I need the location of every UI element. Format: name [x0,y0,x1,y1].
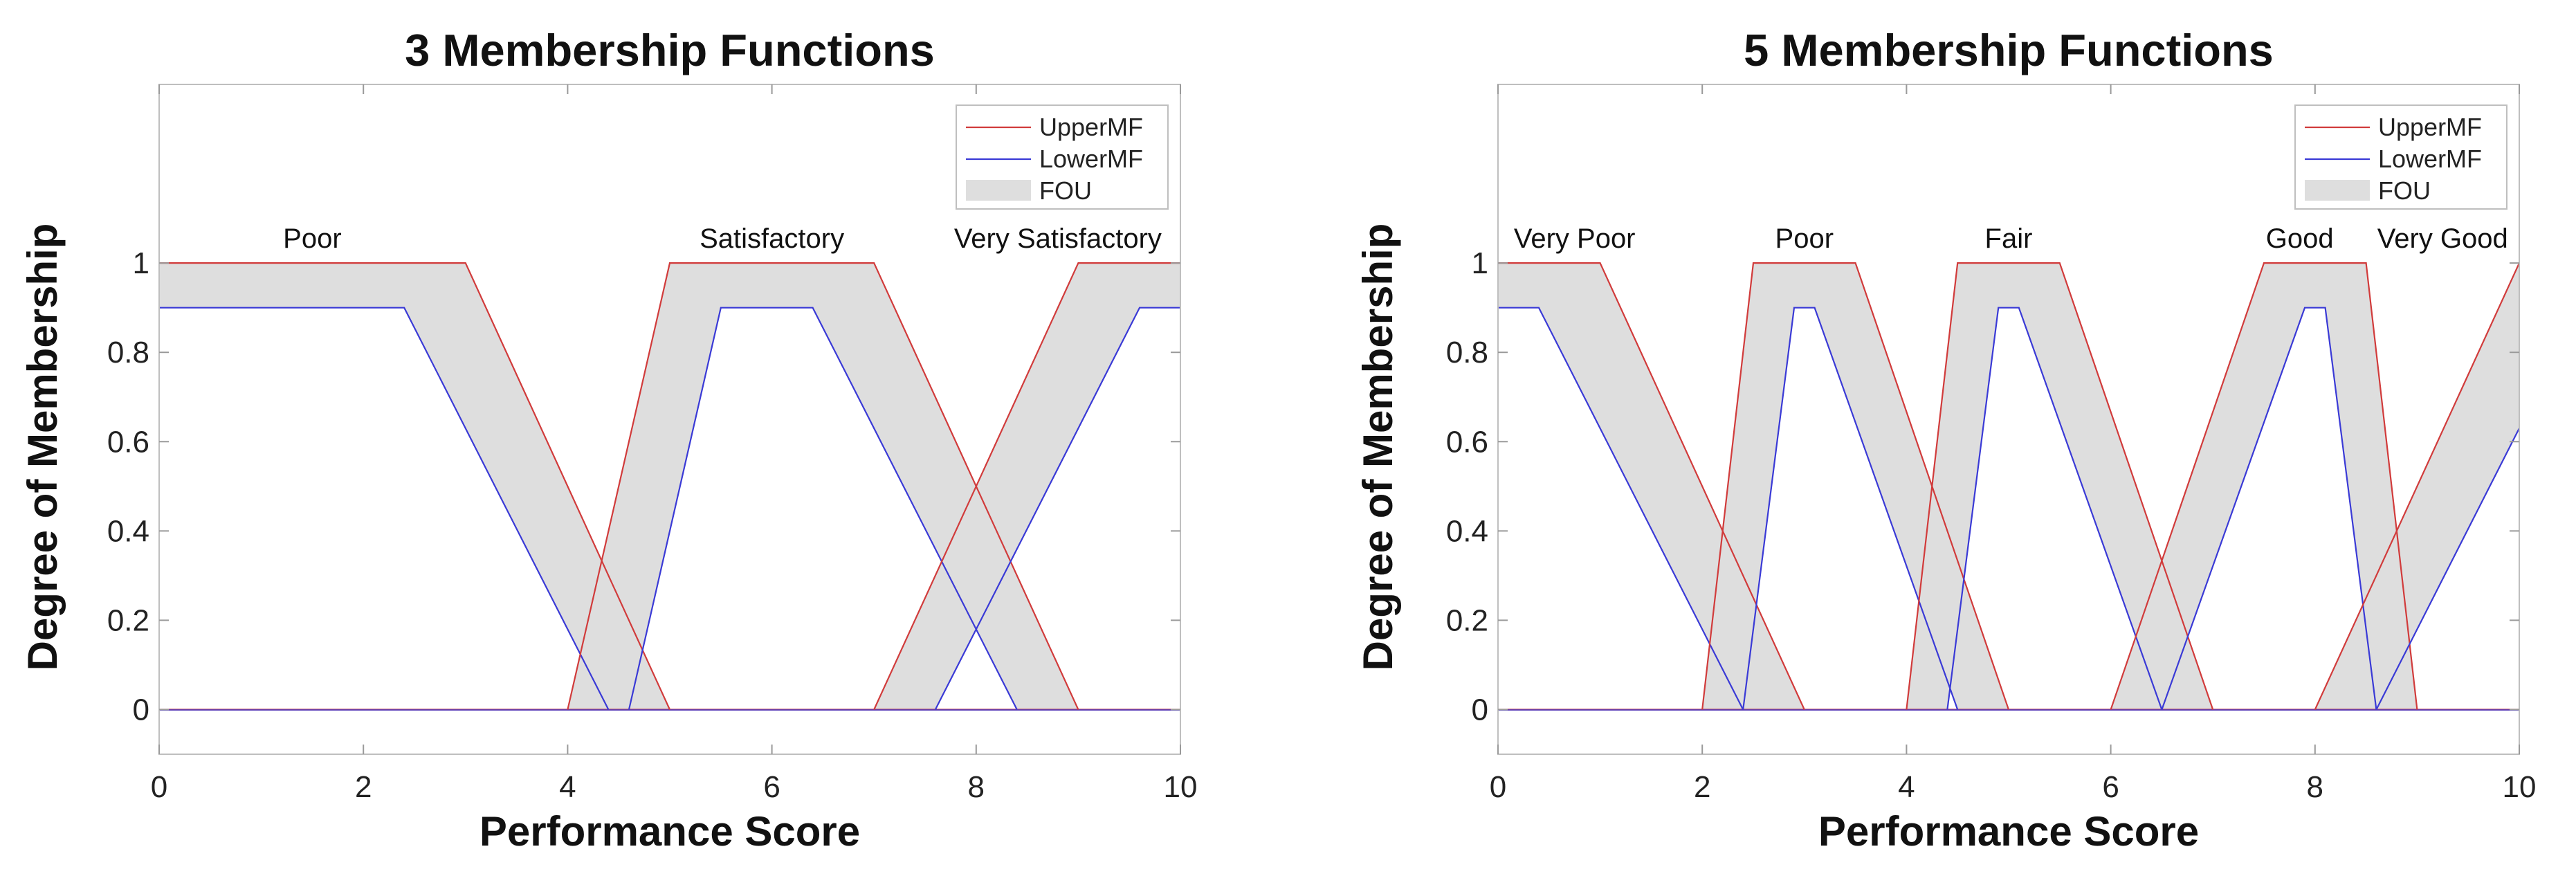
x-tick-label: 0 [151,770,167,804]
upper-mf-line-1 [1498,262,1805,710]
x-tick-label: 10 [1164,770,1198,804]
mf-label-1: Poor [283,223,342,254]
upper-mf-line-3 [1906,262,2214,710]
fou-region-2 [567,263,1079,710]
x-axis-label: Performance Score [1818,808,2199,855]
x-tick-label: 6 [2102,770,2119,804]
x-tick-label: 2 [355,770,372,804]
fou-region-4 [2110,263,2418,710]
mf-label-3: Very Satisfactory [954,223,1162,254]
legend-label-upper: UpperMF [1039,113,1143,141]
lower-mf-line-4 [2161,307,2377,710]
mf-label-2: Poor [1775,223,1834,254]
y-tick-label: 0.8 [1446,336,1488,369]
mf-label-2: Satisfactory [700,223,844,254]
y-tick-label: 1 [133,246,149,280]
legend-swatch-fou [966,180,1031,201]
x-tick-label: 2 [1694,770,1710,804]
chart-title: 5 Membership Functions [1744,25,2274,75]
y-tick-label: 0.4 [107,514,149,548]
upper-mf-line-4 [2110,262,2418,710]
y-tick-label: 0.2 [107,603,149,637]
legend-label-fou: FOU [2378,176,2431,205]
y-tick-label: 0 [133,693,149,727]
y-tick-label: 0.6 [1446,425,1488,459]
chart-panel-1: 0 2 4 6 8 10 0 0.2 0.4 0.6 0.8 1 Poor Satisfactory Ver… [19,25,1197,855]
chart-title: 3 Membership Functions [405,25,935,75]
lower-mf-line-1 [1498,307,1744,710]
upper-mf-line-5 [2314,262,2521,710]
lower-mf-line-1 [159,307,610,710]
legend-label-upper: UpperMF [2378,113,2482,141]
y-axis-label: Degree of Membership [1355,223,1401,671]
lower-mf-line-5 [2375,428,2520,710]
plot-frame [1497,84,2520,755]
legend: UpperMF LowerMF FOU [2294,104,2508,210]
legend-label-fou: FOU [1039,176,1092,205]
y-tick-label: 1 [1472,246,1488,280]
lower-mf-line-2 [1742,307,1959,710]
x-tick-label: 8 [2307,770,2323,804]
y-tick-label: 0.4 [1446,514,1488,548]
x-tick-label: 10 [2503,770,2537,804]
legend-swatch-fou [2305,180,2370,201]
chart-panel-2: 0 2 4 6 8 10 0 0.2 0.4 0.6 0.8 1 Very Poor Poor Fair Go… [1355,25,2536,855]
lower-mf-line-3 [934,307,1180,710]
x-tick-label: 4 [1898,770,1915,804]
x-tick-label: 4 [559,770,576,804]
lower-mf-line-2 [628,307,1018,710]
y-tick-label: 0.8 [107,336,149,369]
y-tick-label: 0 [1472,693,1488,727]
upper-mf-line-3 [873,262,1180,710]
y-axis-label: Degree of Membership [19,223,66,671]
y-tick-label: 0.6 [107,425,149,459]
mf-label-4: Good [2266,223,2334,254]
mf-label-3: Fair [1985,223,2033,254]
lower-mf-line-3 [1946,307,2163,710]
fou-region-3 [874,263,1180,710]
x-tick-label: 6 [763,770,780,804]
x-tick-label: 8 [968,770,985,804]
legend-label-lower: LowerMF [2378,145,2482,173]
legend-label-lower: LowerMF [1039,145,1143,173]
plot-frame [158,84,1181,755]
y-tick-label: 0.2 [1446,603,1488,637]
x-axis-label: Performance Score [479,808,860,855]
mf-label-5: Very Good [2377,223,2508,254]
x-tick-label: 0 [1490,770,1506,804]
mf-label-1: Very Poor [1514,223,1636,254]
fou-region-3 [1906,263,2213,710]
legend: UpperMF LowerMF FOU [956,104,1169,210]
